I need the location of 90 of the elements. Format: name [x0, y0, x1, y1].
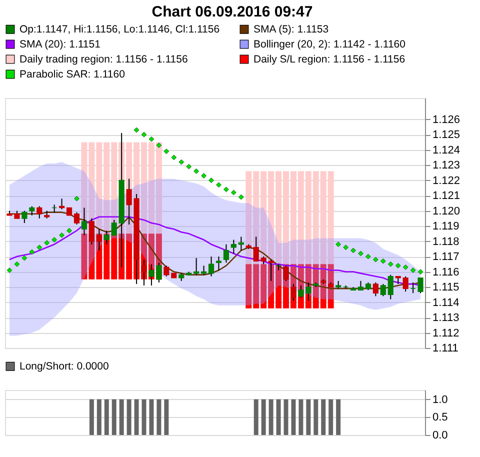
- point: [74, 196, 80, 202]
- point: [388, 261, 394, 267]
- legend-label: Daily S/L region: 1.1156 - 1.1156: [254, 53, 406, 66]
- point: [208, 178, 214, 184]
- candlestick: [298, 285, 304, 298]
- point: [171, 154, 177, 160]
- candlestick: [418, 277, 424, 294]
- y-tick-label: 1.115: [432, 282, 460, 294]
- candlestick: [59, 198, 65, 210]
- y-tick-label: 1.120: [432, 205, 460, 218]
- candlestick: [276, 264, 282, 271]
- point: [194, 168, 200, 174]
- y-tick-label: 1.116: [432, 266, 460, 278]
- candlestick: [216, 256, 222, 271]
- point: [201, 173, 206, 178]
- point: [134, 127, 140, 133]
- candlestick: [52, 204, 58, 213]
- legend-label: Daily trading region: 1.1156 - 1.1156: [20, 53, 188, 66]
- point: [66, 228, 72, 234]
- y-tick-label: 0.5: [432, 412, 448, 424]
- chart-title: Chart 06.09.2016 09:47: [152, 4, 313, 20]
- candlestick: [358, 280, 364, 291]
- point: [186, 164, 192, 170]
- point: [59, 232, 64, 238]
- candlestick: [36, 206, 42, 219]
- point: [141, 132, 147, 138]
- point: [380, 258, 386, 264]
- y-tick-label: 1.111: [432, 342, 458, 354]
- legend-label: Op:1.1147, Hi:1.1156, Lo:1.1146, Cl:1.1156: [20, 23, 220, 36]
- candlestick: [22, 210, 28, 224]
- y-tick-label: 1.113: [432, 312, 460, 324]
- point: [52, 237, 58, 242]
- candlestick: [253, 236, 259, 262]
- candlestick: [29, 206, 35, 216]
- point: [6, 268, 12, 273]
- point: [410, 268, 416, 273]
- point: [148, 136, 154, 142]
- point: [216, 182, 222, 188]
- y-tick-label: 1.119: [432, 220, 460, 233]
- legend-label: SMA (20): 1.1151: [20, 38, 101, 50]
- point: [395, 262, 401, 268]
- candlestick: [380, 283, 386, 297]
- legend-label: Bollinger (20, 2): 1.1142 - 1.1160: [254, 38, 406, 50]
- point: [22, 255, 28, 261]
- legend-label: Long/Short: 0.0000: [20, 360, 109, 372]
- candlestick: [201, 265, 207, 276]
- point: [14, 261, 20, 267]
- point: [343, 244, 348, 250]
- point: [230, 190, 236, 196]
- y-tick-label: 1.125: [432, 129, 460, 142]
- candlestick: [388, 274, 394, 300]
- point: [36, 244, 42, 250]
- point: [336, 242, 342, 248]
- y-tick-label: 1.114: [432, 296, 460, 309]
- point: [350, 248, 356, 254]
- point: [366, 254, 371, 260]
- point: [418, 269, 424, 274]
- y-tick-label: 1.112: [432, 327, 460, 340]
- candlestick: [194, 258, 200, 276]
- candlestick: [223, 244, 229, 264]
- candlestick: [410, 282, 416, 294]
- legend-label: SMA (5): 1.1153: [254, 23, 329, 36]
- candlestick: [402, 276, 408, 292]
- y-tick-label: 1.0: [432, 394, 448, 406]
- point: [402, 264, 408, 270]
- legend-label: Parabolic SAR: 1.1160: [20, 68, 126, 80]
- point: [358, 250, 364, 256]
- point: [44, 240, 50, 246]
- point: [29, 249, 35, 255]
- y-tick-label: 1.123: [432, 160, 460, 172]
- y-tick-label: 1.121: [432, 190, 460, 202]
- y-tick-label: 1.126: [432, 114, 460, 126]
- y-tick-label: 1.122: [432, 174, 460, 187]
- y-tick-label: 1.124: [432, 144, 460, 156]
- candlestick: [104, 230, 110, 245]
- point: [156, 142, 162, 148]
- candlestick: [372, 282, 378, 297]
- candlestick: [74, 212, 80, 226]
- y-tick-label: 0.0: [432, 430, 448, 442]
- candlestick: [238, 236, 244, 251]
- point: [224, 186, 229, 192]
- y-tick-label: 1.118: [432, 236, 460, 248]
- point: [164, 148, 170, 154]
- point: [178, 159, 184, 165]
- point: [372, 256, 378, 262]
- y-tick-label: 1.117: [432, 251, 460, 264]
- candlestick: [230, 239, 236, 254]
- point: [238, 194, 244, 200]
- candlestick: [208, 256, 214, 277]
- candlestick: [164, 265, 170, 277]
